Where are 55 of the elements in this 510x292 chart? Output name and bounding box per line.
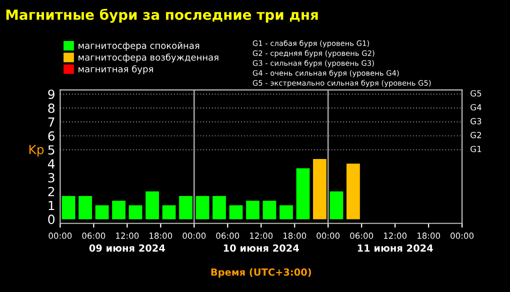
y-tick-label: 8 <box>48 103 54 113</box>
bar <box>162 205 176 220</box>
bar <box>95 205 109 220</box>
x-tick-label: 00:00 <box>316 232 340 239</box>
x-tick-label: 06:00 <box>216 232 240 239</box>
ref-line-label: G5 <box>470 90 482 97</box>
bar <box>62 196 76 220</box>
chart-title: Магнитные бури за последние три дня <box>6 8 318 23</box>
bar <box>78 196 92 220</box>
bar <box>346 164 360 220</box>
bar <box>179 196 192 220</box>
y-tick-label: 7 <box>48 118 54 127</box>
x-tick-label: 18:00 <box>150 232 172 239</box>
text: 11 июня 2024 <box>358 244 433 252</box>
y-axis-title: Kp <box>29 144 44 157</box>
y-tick-label: 2 <box>48 186 54 196</box>
y-tick-label: 5 <box>48 145 54 155</box>
y-tick-label: 9 <box>48 90 54 100</box>
x-tick-label: 00:00 <box>182 232 206 239</box>
ref-line-label: G4 <box>470 104 482 110</box>
x-tick-label: 12:00 <box>384 232 407 239</box>
ref-line-label: G3 <box>470 118 482 124</box>
y-tick-label: 1 <box>48 200 54 210</box>
ref-line-label: G2 <box>470 132 482 138</box>
bar <box>313 159 326 220</box>
bar <box>280 205 293 220</box>
bar <box>146 191 159 220</box>
legend-label: магнитосфера возбужденная <box>78 54 218 62</box>
x-tick-label: 00:00 <box>450 232 474 239</box>
bar <box>112 200 126 220</box>
text: 09 июня 2024 <box>89 244 166 252</box>
bar <box>262 200 276 220</box>
legend-label: магнитная буря <box>78 65 153 74</box>
x-tick-label: 18:00 <box>417 232 440 239</box>
x-tick-label: 12:00 <box>250 232 273 239</box>
y-tick-label: 6 <box>48 131 55 141</box>
y-tick-label: 4 <box>48 159 55 168</box>
x-tick-label: 00:00 <box>48 232 72 239</box>
bar <box>128 205 142 220</box>
y-tick-label: 3 <box>48 172 54 182</box>
ref-line-label: G1 <box>470 146 482 152</box>
x-tick-label: 06:00 <box>82 232 106 239</box>
x-tick-label: 18:00 <box>284 232 306 239</box>
x-axis-title: Время (UTC+3:00) <box>211 268 311 278</box>
bar <box>212 196 226 220</box>
bar <box>196 196 210 220</box>
bar <box>330 191 344 220</box>
bar <box>229 205 243 220</box>
text: 10 июня 2024 <box>224 244 299 252</box>
x-tick-label: 12:00 <box>116 232 139 239</box>
bar <box>296 168 310 220</box>
x-tick-label: 06:00 <box>350 232 374 239</box>
y-tick-label: 0 <box>48 214 54 224</box>
legend-label: магнитосфера спокойная <box>78 42 200 51</box>
bar <box>246 200 260 220</box>
